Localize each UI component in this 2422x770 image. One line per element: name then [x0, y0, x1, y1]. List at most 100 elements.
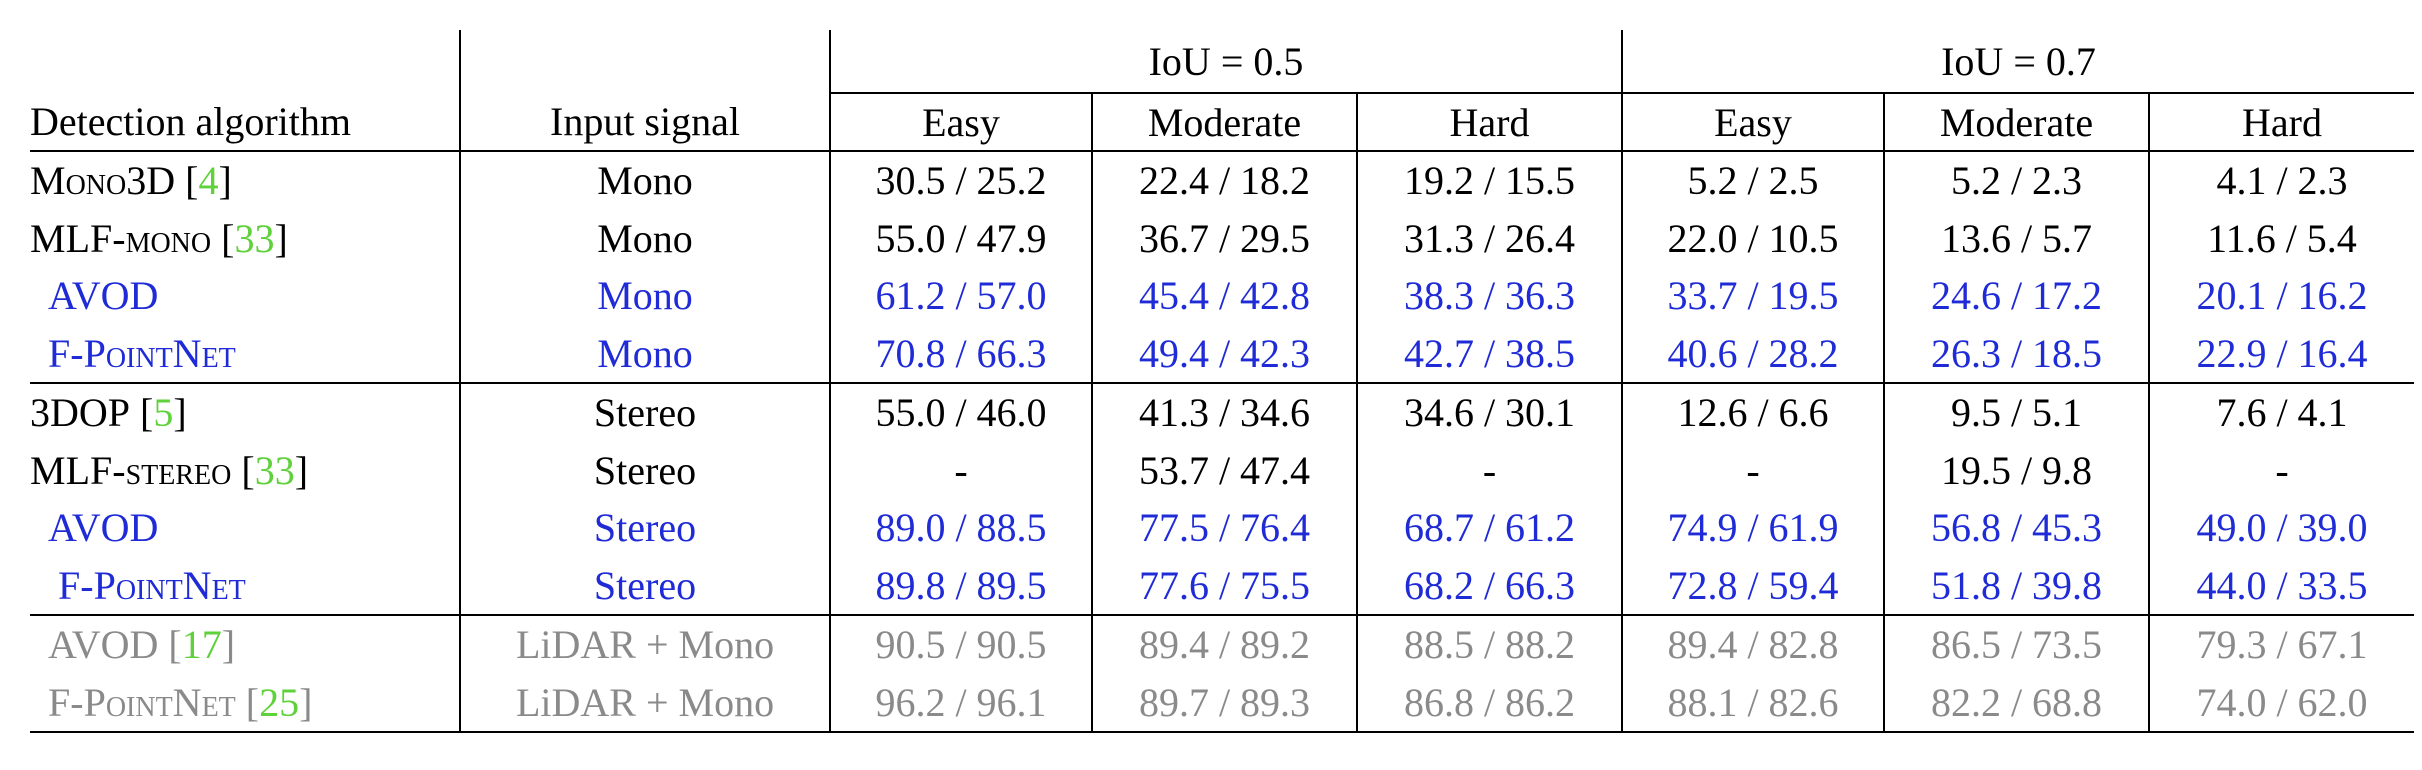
algorithm-cell: MLF-mono [33] [30, 209, 461, 267]
table-body: Mono3D [4] Mono 30.5 / 25.2 22.4 / 18.2 19.2… [30, 151, 2414, 733]
value-cell: 86.8 / 86.2 [1357, 673, 1623, 733]
value-cell: 24.6 / 17.2 [1884, 267, 2150, 325]
algorithm-name: F-PointNet [48, 330, 236, 376]
algorithm-name: MLF-stereo [30, 447, 232, 493]
value-cell: - [2275, 447, 2289, 493]
table-row: 3DOP [5] Stereo 55.0 / 46.0 41.3 / 34.6 34.6… [30, 382, 2414, 442]
algorithm-cell: F-PointNet [30, 556, 461, 615]
header-row-groups: IoU = 0.5 IoU = 0.7 [30, 30, 2414, 94]
value-cell: 42.7 / 38.5 [1357, 324, 1623, 383]
value-cell: 41.3 / 34.6 [1092, 382, 1358, 442]
value-cell: 20.1 / 16.2 [2196, 273, 2368, 319]
value-cell: 89.4 / 82.8 [1622, 614, 1885, 674]
algorithm-cell: AVOD [30, 267, 461, 325]
algorithm-name: MLF-mono [30, 215, 212, 261]
input-signal-cell: Stereo [460, 499, 831, 557]
column-header-algorithm: Detection algorithm [30, 93, 461, 152]
algorithm-name: Mono3D [30, 158, 176, 204]
value-cell: 79.3 / 67.1 [2149, 614, 2414, 674]
input-signal-cell: LiDAR + Mono [460, 614, 831, 674]
table-row: F-PointNet Stereo 89.8 / 89.5 77.6 / 75.5 68… [30, 556, 2414, 615]
citation-link[interactable]: 33 [234, 215, 275, 261]
column-header-easy: Easy [830, 93, 1093, 152]
value-cell: 30.5 / 25.2 [830, 151, 1093, 210]
value-cell: 89.8 / 89.5 [830, 556, 1093, 615]
value-cell: 74.0 / 62.0 [2149, 673, 2414, 733]
value-cell: 9.5 / 5.1 [1884, 382, 2150, 442]
value-cell: 88.5 / 88.2 [1357, 614, 1623, 674]
table-row: AVOD Stereo 89.0 / 88.5 77.5 / 76.4 68.7 / 6… [30, 499, 2414, 557]
citation-link[interactable]: 4 [198, 158, 219, 204]
value-cell: 90.5 / 90.5 [830, 614, 1093, 674]
citation-link[interactable]: 25 [259, 679, 300, 725]
algorithm-name: AVOD [48, 622, 159, 668]
value-cell: 88.1 / 82.6 [1622, 673, 1885, 733]
value-cell: 68.2 / 66.3 [1357, 556, 1623, 615]
column-header-easy: Easy [1622, 93, 1885, 152]
value-cell: 56.8 / 45.3 [1884, 499, 2150, 557]
input-signal-cell: Stereo [460, 556, 831, 615]
group-header-iou-05: IoU = 0.5 [830, 30, 1623, 94]
value-cell: 96.2 / 96.1 [830, 673, 1093, 733]
value-cell: 31.3 / 26.4 [1357, 209, 1623, 267]
value-cell: 26.3 / 18.5 [1884, 324, 2150, 383]
value-cell: 33.7 / 19.5 [1622, 267, 1885, 325]
algorithm-cell: MLF-stereo [33] [30, 441, 461, 499]
value-cell: 74.9 / 61.9 [1622, 499, 1885, 557]
algorithm-cell: F-PointNet [30, 324, 461, 383]
value-cell: 68.7 / 61.2 [1357, 499, 1623, 557]
input-signal-cell: LiDAR + Mono [460, 673, 831, 733]
value-cell: 77.6 / 75.5 [1092, 556, 1358, 615]
value-cell: 55.0 / 46.0 [830, 382, 1093, 442]
value-cell: 11.6 / 5.4 [2207, 215, 2357, 261]
value-cell: 45.4 / 42.8 [1092, 267, 1358, 325]
table-row: AVOD [17] LiDAR + Mono 90.5 / 90.5 89.4 / 8… [30, 614, 2414, 674]
algorithm-cell: Mono3D [4] [30, 151, 461, 210]
table-row: MLF-mono [33] Mono 55.0 / 47.9 36.7 / 29.5 3… [30, 209, 2414, 267]
value-cell: 72.8 / 59.4 [1622, 556, 1885, 615]
value-cell: 53.7 / 47.4 [1092, 441, 1358, 499]
value-cell: 22.4 / 18.2 [1092, 151, 1358, 210]
value-cell: 4.1 / 2.3 [2216, 158, 2348, 204]
input-signal-cell: Mono [460, 151, 831, 210]
value-cell: 5.2 / 2.3 [1884, 151, 2150, 210]
input-signal-cell: Mono [460, 324, 831, 383]
value-cell: 51.8 / 39.8 [1884, 556, 2150, 615]
value-cell: 22.9 / 16.4 [2196, 330, 2368, 376]
value-cell: 38.3 / 36.3 [1357, 267, 1623, 325]
input-signal-cell: Stereo [460, 382, 831, 442]
input-signal-cell: Mono [460, 267, 831, 325]
citation-link[interactable]: 17 [181, 622, 222, 668]
value-cell: 49.0 / 39.0 [2196, 505, 2368, 551]
results-table: IoU = 0.5 IoU = 0.7 Detection algorithm … [30, 30, 2414, 733]
algorithm-name: AVOD [48, 273, 159, 319]
value-cell: 89.0 / 88.5 [830, 499, 1093, 557]
algorithm-name: F-PointNet [58, 562, 246, 608]
empty-header-cell [460, 30, 831, 93]
citation-link[interactable]: 5 [153, 390, 174, 436]
value-cell: 89.7 / 89.3 [1092, 673, 1358, 733]
column-header-hard: Hard [1357, 93, 1623, 152]
table-row: AVOD Mono 61.2 / 57.0 45.4 / 42.8 38.3 / 36.… [30, 267, 2414, 325]
value-cell: - [1357, 441, 1623, 499]
value-cell: 36.7 / 29.5 [1092, 209, 1358, 267]
value-cell: 22.0 / 10.5 [1622, 209, 1885, 267]
input-signal-cell: Stereo [460, 441, 831, 499]
value-cell: 19.2 / 15.5 [1357, 151, 1623, 210]
value-cell: - [1622, 441, 1885, 499]
value-cell: 82.2 / 68.8 [1884, 673, 2150, 733]
algorithm-name: F-PointNet [48, 679, 236, 725]
algorithm-cell: AVOD [17] [30, 614, 461, 674]
algorithm-cell: F-PointNet [25] [30, 673, 461, 733]
value-cell: 12.6 / 6.6 [1622, 382, 1885, 442]
citation-link[interactable]: 33 [254, 447, 295, 493]
column-header-input: Input signal [460, 93, 831, 152]
column-header-hard: Hard [2149, 93, 2414, 152]
value-cell: 40.6 / 28.2 [1622, 324, 1885, 383]
column-header-moderate: Moderate [1884, 93, 2150, 152]
value-cell: 49.4 / 42.3 [1092, 324, 1358, 383]
value-cell: 77.5 / 76.4 [1092, 499, 1358, 557]
value-cell: 70.8 / 66.3 [830, 324, 1093, 383]
column-header-moderate: Moderate [1092, 93, 1358, 152]
table-row: Mono3D [4] Mono 30.5 / 25.2 22.4 / 18.2 19.2… [30, 151, 2414, 210]
